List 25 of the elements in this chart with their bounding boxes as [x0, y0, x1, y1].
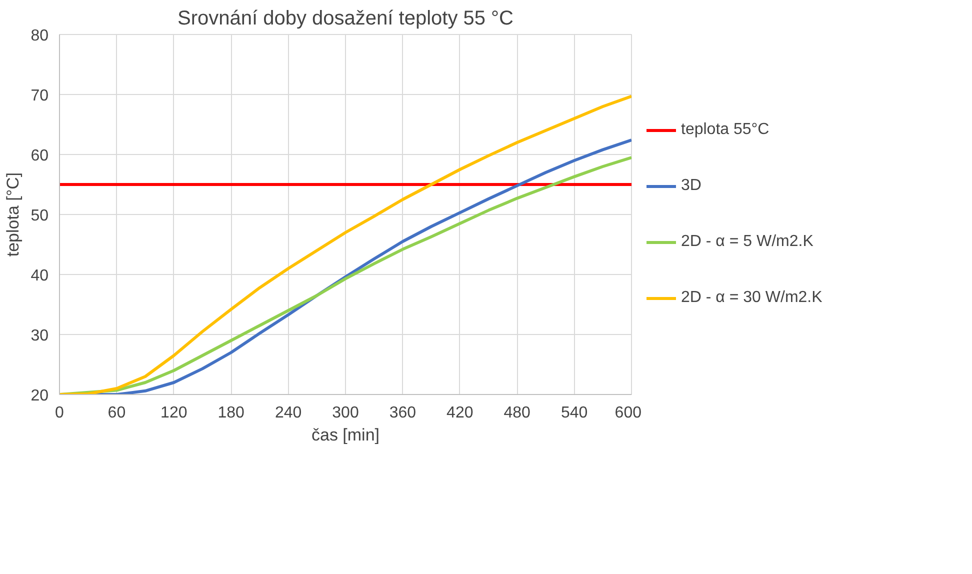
legend-label: 2D - α = 30 W/m2.K [681, 289, 822, 307]
y-tick-label: 20 [30, 388, 49, 404]
x-tick-label: 420 [446, 404, 474, 422]
y-tick-label: 60 [30, 148, 49, 164]
y-tick-label: 70 [30, 88, 49, 104]
x-axis-title: čas [min] [311, 426, 380, 444]
x-tick-label: 180 [218, 404, 245, 422]
y-tick-label: 30 [30, 328, 49, 344]
x-tick-label: 480 [504, 404, 531, 422]
y-tick-label: 50 [30, 208, 49, 224]
legend-label: 3D [681, 177, 702, 195]
legend-label: teplota 55°C [681, 121, 770, 139]
legend-label: 2D - α = 5 W/m2.K [681, 233, 814, 251]
x-tick-label: 120 [160, 404, 188, 422]
y-axis-title: teplota [°C] [4, 172, 23, 257]
y-tick-label: 40 [30, 268, 49, 284]
x-tick-label: 360 [389, 404, 416, 422]
x-tick-label: 0 [55, 404, 64, 422]
y-tick-label: 80 [30, 28, 49, 44]
x-tick-label: 540 [560, 404, 588, 422]
x-tick-label: 60 [108, 404, 126, 422]
chart-title: Srovnání doby dosažení teploty 55 °C [178, 8, 514, 30]
x-tick-label: 600 [614, 404, 642, 422]
x-tick-label: 300 [332, 404, 359, 422]
x-tick-label: 240 [274, 404, 302, 422]
